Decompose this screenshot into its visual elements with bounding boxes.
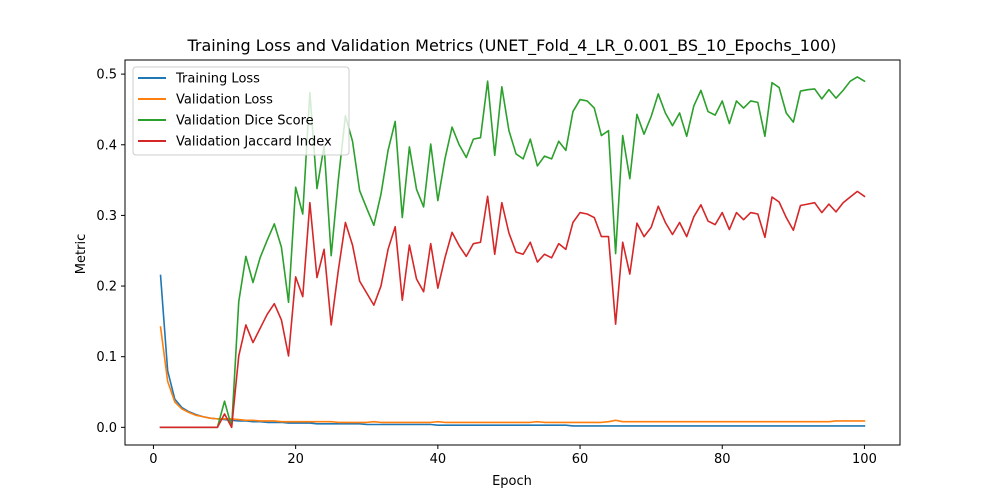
y-tick-label: 0.1	[96, 350, 117, 365]
plot-frame	[124, 59, 901, 446]
x-axis: 0 20 40 60 80 100	[149, 445, 877, 467]
legend-item: Validation Jaccard Index	[138, 135, 332, 150]
series-line-training-loss	[159, 274, 866, 427]
x-tick-label: 40	[430, 452, 447, 467]
y-tick-label: 0.5	[96, 68, 117, 83]
y-tick-label: 0.0	[96, 421, 117, 436]
series-line-validation-dice-score	[159, 76, 866, 429]
legend-box	[132, 66, 350, 156]
y-axis-label: Metric	[74, 234, 89, 274]
legend-label: Validation Dice Score	[176, 114, 314, 129]
x-tick-label: 0	[149, 452, 157, 467]
legend-label: Validation Loss	[176, 93, 273, 108]
series-line-validation-loss	[159, 326, 866, 424]
series-layer	[159, 76, 866, 429]
x-tick-label: 80	[714, 452, 731, 467]
legend-label: Training Loss	[175, 72, 260, 87]
x-axis-label: Epoch	[492, 474, 532, 489]
legend-item: Training Loss	[138, 72, 260, 87]
x-tick-label: 60	[572, 452, 589, 467]
y-tick-label: 0.2	[96, 280, 117, 295]
legend: Training Loss Validation Loss Validation D…	[132, 66, 350, 156]
legend-label: Validation Jaccard Index	[176, 135, 332, 150]
legend-item: Validation Loss	[138, 93, 273, 108]
y-tick-label: 0.3	[96, 209, 117, 224]
y-axis: 0.0 0.1 0.2 0.3 0.4 0.5	[96, 68, 125, 436]
x-tick-label: 20	[287, 452, 304, 467]
legend-item: Validation Dice Score	[138, 114, 314, 129]
y-tick-label: 0.4	[96, 138, 117, 153]
x-tick-label: 100	[852, 452, 877, 467]
chart-title: Training Loss and Validation Metrics (UN…	[186, 36, 836, 56]
series-line-validation-jaccard-index	[159, 190, 866, 429]
